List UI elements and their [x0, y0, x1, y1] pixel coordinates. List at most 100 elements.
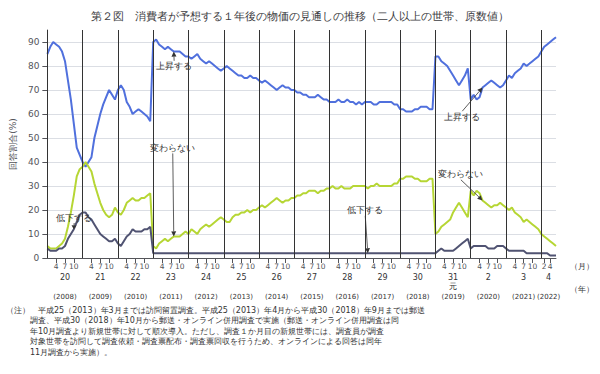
svg-text:40: 40 [28, 157, 40, 167]
svg-text:(2020): (2020) [477, 293, 501, 301]
svg-text:(2021): (2021) [512, 293, 536, 301]
svg-text:26: 26 [272, 273, 282, 282]
svg-text:10: 10 [457, 262, 467, 271]
svg-text:90: 90 [28, 37, 40, 47]
svg-text:4: 4 [301, 262, 306, 271]
svg-text:7: 7 [486, 262, 491, 271]
svg-text:3: 3 [521, 273, 526, 282]
svg-text:4: 4 [54, 262, 59, 271]
svg-text:10: 10 [175, 262, 185, 271]
svg-text:低下する: 低下する [56, 213, 92, 223]
svg-text:4: 4 [124, 262, 129, 271]
svg-text:2: 2 [542, 262, 547, 271]
svg-text:上昇する: 上昇する [156, 61, 192, 71]
svg-text:7: 7 [133, 262, 138, 271]
svg-text:10: 10 [387, 262, 397, 271]
svg-text:4: 4 [442, 262, 447, 271]
svg-text:上昇する: 上昇する [444, 112, 480, 122]
svg-text:（注） 平成25（2013）年3月までは訪問留置調査。平成2: （注） 平成25（2013）年3月までは訪問留置調査。平成25（2013）年4月… [6, 306, 425, 315]
svg-text:22: 22 [130, 273, 140, 282]
svg-text:7: 7 [274, 262, 279, 271]
svg-text:7: 7 [521, 262, 526, 271]
svg-text:10: 10 [104, 262, 114, 271]
svg-text:(2011): (2011) [159, 293, 183, 301]
svg-text:(2017): (2017) [371, 293, 395, 301]
svg-text:23: 23 [166, 273, 176, 282]
svg-text:変わらない: 変わらない [150, 143, 195, 153]
svg-text:60: 60 [28, 109, 40, 119]
svg-text:28: 28 [342, 273, 352, 282]
svg-text:(2010): (2010) [124, 293, 148, 301]
svg-text:10: 10 [351, 262, 361, 271]
svg-text:4: 4 [265, 262, 270, 271]
svg-text:(2014): (2014) [265, 293, 289, 301]
svg-text:4: 4 [160, 262, 165, 271]
svg-text:第２図 消費者が予想する１年後の物価の見通しの推移（二人以上: 第２図 消費者が予想する１年後の物価の見通しの推移（二人以上の世帯、原数値） [91, 10, 509, 23]
svg-text:(2016): (2016) [336, 293, 360, 301]
svg-text:20: 20 [60, 273, 70, 282]
svg-text:元: 元 [449, 282, 457, 291]
svg-text:(2022): (2022) [537, 293, 561, 301]
svg-text:7: 7 [310, 262, 315, 271]
svg-text:10: 10 [69, 262, 79, 271]
svg-text:29: 29 [377, 273, 387, 282]
svg-text:2: 2 [486, 273, 491, 282]
svg-text:4: 4 [546, 273, 551, 282]
svg-text:21: 21 [95, 273, 105, 282]
svg-text:7: 7 [415, 262, 420, 271]
svg-text:7: 7 [451, 262, 456, 271]
svg-text:（年）: （年） [570, 285, 594, 294]
svg-text:（月）: （月） [570, 262, 594, 271]
svg-text:7: 7 [63, 262, 68, 271]
svg-text:80: 80 [28, 61, 40, 71]
svg-text:25: 25 [236, 273, 246, 282]
svg-text:20: 20 [28, 205, 40, 215]
svg-text:50: 50 [28, 133, 40, 143]
svg-text:4: 4 [89, 262, 94, 271]
svg-text:(2015): (2015) [300, 293, 324, 301]
svg-text:7: 7 [380, 262, 385, 271]
svg-text:30: 30 [28, 181, 40, 191]
svg-text:4: 4 [336, 262, 341, 271]
svg-text:変わらない: 変わらない [438, 169, 483, 179]
svg-text:10: 10 [28, 229, 40, 239]
svg-text:4: 4 [195, 262, 200, 271]
svg-text:4: 4 [371, 262, 376, 271]
svg-text:4: 4 [230, 262, 235, 271]
svg-text:0: 0 [34, 253, 40, 263]
svg-text:4: 4 [512, 262, 517, 271]
svg-text:7: 7 [168, 262, 173, 271]
svg-text:(2008): (2008) [53, 293, 77, 301]
svg-text:30: 30 [413, 273, 423, 282]
svg-text:(2009): (2009) [89, 293, 113, 301]
svg-text:10: 10 [140, 262, 150, 271]
svg-text:回答割合(%): 回答割合(%) [8, 118, 18, 170]
svg-text:7: 7 [345, 262, 350, 271]
svg-text:7: 7 [98, 262, 103, 271]
svg-text:対象世帯を訪問して調査依頼・調査票配布・調査票回収を行うため: 対象世帯を訪問して調査依頼・調査票配布・調査票回収を行うため、オンラインによる回… [6, 337, 382, 346]
svg-text:7: 7 [239, 262, 244, 271]
svg-text:24: 24 [201, 273, 211, 282]
svg-text:(2019): (2019) [441, 293, 465, 301]
svg-text:70: 70 [28, 85, 40, 95]
svg-text:(2018): (2018) [406, 293, 430, 301]
svg-text:4: 4 [477, 262, 482, 271]
svg-text:年10月調査より新規世帯に対して順次導入。ただし、調査１か月: 年10月調査より新規世帯に対して順次導入。ただし、調査１か月目の新規世帯には、調… [6, 327, 384, 336]
svg-text:10: 10 [316, 262, 326, 271]
svg-text:10: 10 [528, 262, 538, 271]
svg-text:4: 4 [548, 262, 553, 271]
svg-text:7: 7 [204, 262, 209, 271]
svg-text:(2013): (2013) [230, 293, 254, 301]
svg-text:10: 10 [210, 262, 220, 271]
svg-text:調査、平成30（2018）年10月から郵送・オンライン併用調: 調査、平成30（2018）年10月から郵送・オンライン併用調査で実施（郵送・オン… [6, 316, 399, 325]
svg-text:31: 31 [448, 273, 458, 282]
svg-text:11月調査から実施）。: 11月調査から実施）。 [6, 348, 112, 357]
svg-text:10: 10 [281, 262, 291, 271]
svg-text:10: 10 [245, 262, 255, 271]
svg-text:27: 27 [307, 273, 317, 282]
svg-text:10: 10 [492, 262, 502, 271]
svg-text:低下する: 低下する [347, 205, 383, 215]
svg-text:4: 4 [407, 262, 412, 271]
svg-text:(2012): (2012) [194, 293, 218, 301]
svg-text:10: 10 [422, 262, 432, 271]
